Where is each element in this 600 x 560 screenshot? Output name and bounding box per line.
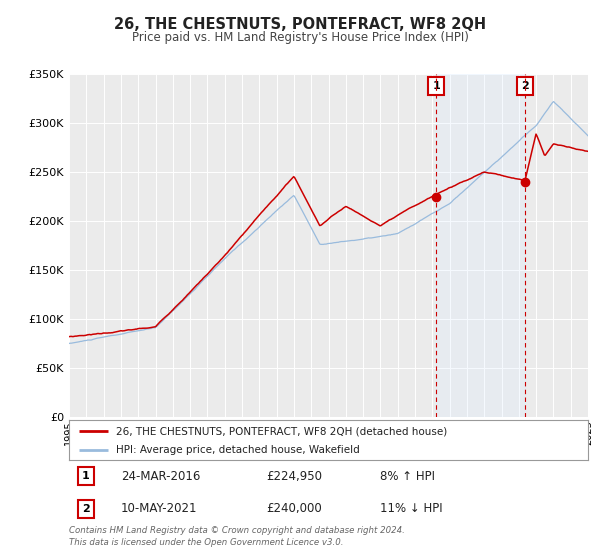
Text: 2: 2: [521, 81, 529, 91]
Text: 2: 2: [82, 504, 90, 514]
Text: 1: 1: [82, 471, 90, 481]
Text: 1: 1: [432, 81, 440, 91]
Text: 10-MAY-2021: 10-MAY-2021: [121, 502, 197, 516]
Text: 8% ↑ HPI: 8% ↑ HPI: [380, 469, 436, 483]
Text: 24-MAR-2016: 24-MAR-2016: [121, 469, 200, 483]
Text: £224,950: £224,950: [266, 469, 322, 483]
Text: 11% ↓ HPI: 11% ↓ HPI: [380, 502, 443, 516]
Text: Price paid vs. HM Land Registry's House Price Index (HPI): Price paid vs. HM Land Registry's House …: [131, 31, 469, 44]
Text: 26, THE CHESTNUTS, PONTEFRACT, WF8 2QH (detached house): 26, THE CHESTNUTS, PONTEFRACT, WF8 2QH (…: [116, 426, 447, 436]
Text: HPI: Average price, detached house, Wakefield: HPI: Average price, detached house, Wake…: [116, 445, 359, 455]
Text: This data is licensed under the Open Government Licence v3.0.: This data is licensed under the Open Gov…: [69, 538, 343, 547]
Text: £240,000: £240,000: [266, 502, 322, 516]
Text: 26, THE CHESTNUTS, PONTEFRACT, WF8 2QH: 26, THE CHESTNUTS, PONTEFRACT, WF8 2QH: [114, 17, 486, 32]
Text: Contains HM Land Registry data © Crown copyright and database right 2024.: Contains HM Land Registry data © Crown c…: [69, 526, 405, 535]
Bar: [436, 74, 525, 417]
